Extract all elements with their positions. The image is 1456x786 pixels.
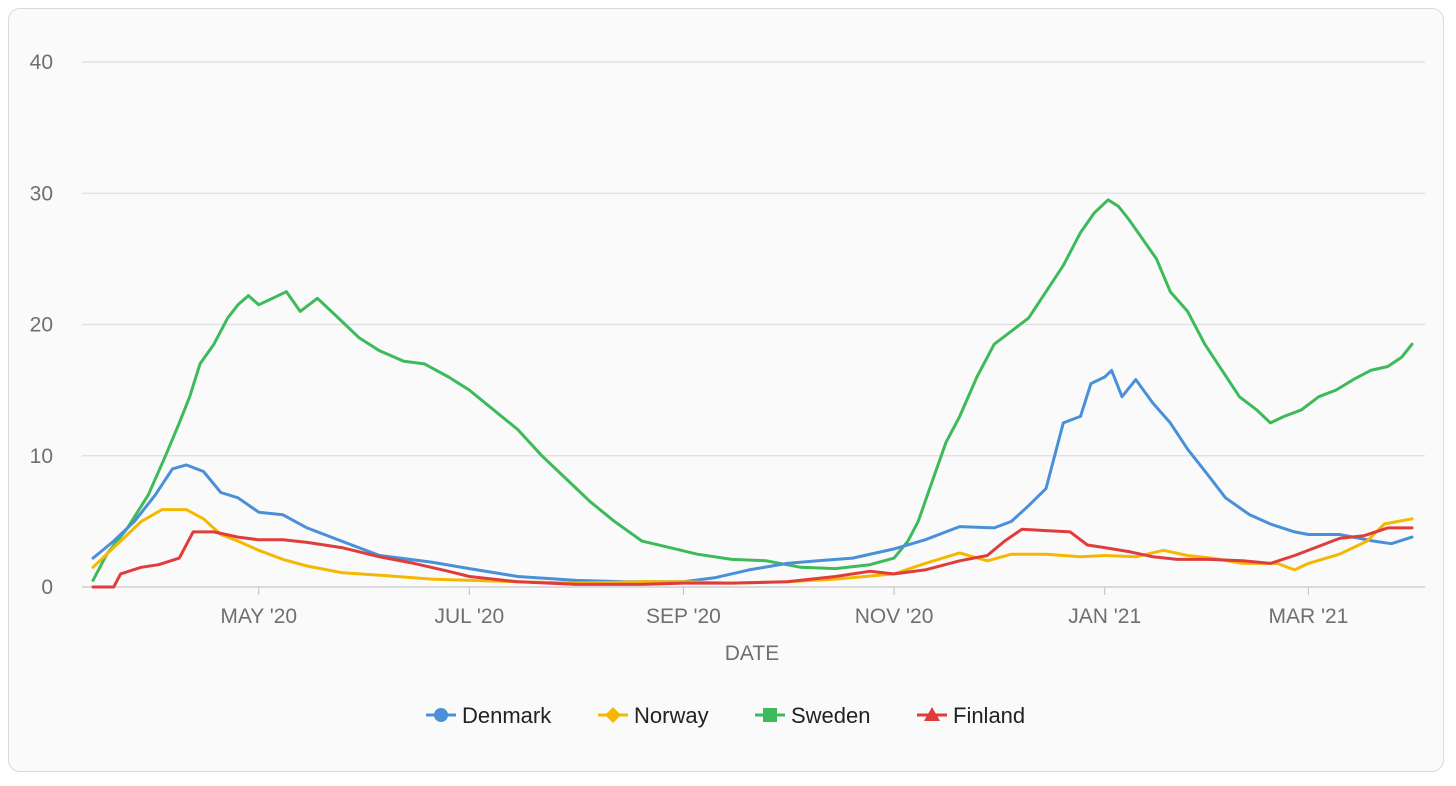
- legend-item-sweden[interactable]: Sweden: [755, 703, 871, 728]
- y-axis-ticks: 0 10 20 30 40: [30, 51, 53, 599]
- series-line-sweden: [91, 198, 1414, 582]
- legend-marker-diamond: [605, 707, 621, 723]
- x-tick-label: MAR '21: [1268, 605, 1348, 628]
- y-tick-label: 0: [41, 576, 53, 599]
- legend-label: Denmark: [462, 703, 552, 728]
- y-tick-label: 40: [30, 51, 53, 74]
- legend-item-finland[interactable]: Finland: [917, 703, 1025, 728]
- series-line-finland: [91, 526, 1414, 589]
- legend-label: Norway: [634, 703, 709, 728]
- x-axis-title: DATE: [725, 642, 779, 665]
- legend-label: Finland: [953, 703, 1025, 728]
- gridlines: [82, 61, 1425, 588]
- legend-item-denmark[interactable]: Denmark: [426, 703, 552, 728]
- legend-item-norway[interactable]: Norway: [598, 703, 709, 728]
- x-tick-label: NOV '20: [855, 605, 934, 628]
- y-tick-label: 20: [30, 314, 53, 337]
- y-tick-label: 10: [30, 445, 53, 468]
- series-lines: [91, 198, 1414, 589]
- legend-marker-circle: [434, 708, 448, 722]
- legend: Denmark Norway Sweden Finland: [426, 703, 1025, 728]
- x-tick-label: MAY '20: [220, 605, 297, 628]
- chart-card: [8, 8, 1444, 772]
- x-tick-label: JAN '21: [1068, 605, 1141, 628]
- y-tick-label: 30: [30, 182, 53, 205]
- legend-marker-triangle: [924, 707, 940, 721]
- series-line-denmark: [91, 368, 1414, 584]
- legend-marker-square: [763, 708, 777, 722]
- legend-label: Sweden: [791, 703, 871, 728]
- x-tick-label: SEP '20: [646, 605, 721, 628]
- x-axis-ticks: MAY '20 JUL '20 SEP '20 NOV '20 JAN '21 MAR '…: [220, 587, 1348, 628]
- x-tick-label: JUL '20: [434, 605, 504, 628]
